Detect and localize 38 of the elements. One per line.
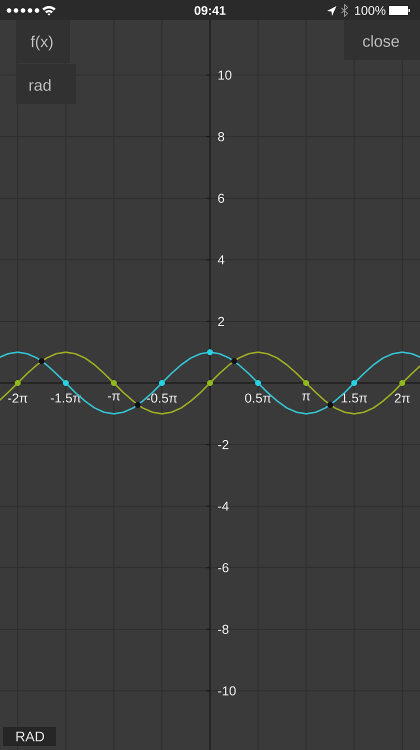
- point: [14, 380, 21, 386]
- x-tick-label: -π: [108, 394, 120, 400]
- y-tick-label: 10: [218, 70, 232, 80]
- point: [158, 380, 165, 386]
- y-tick-label: -10: [218, 686, 236, 696]
- x-tick-label: -1.5π: [50, 394, 81, 403]
- y-tick-label: -8: [218, 624, 228, 634]
- point: [399, 380, 406, 386]
- y-tick-label: -4: [218, 502, 229, 511]
- x-tick-label: -0.5π: [146, 394, 177, 403]
- point: [134, 402, 141, 408]
- point: [110, 380, 117, 386]
- y-tick-label: -2: [218, 440, 228, 450]
- annotation: close: [363, 35, 399, 47]
- point: [351, 380, 358, 386]
- y-tick-label: 8: [218, 132, 224, 142]
- point: [207, 380, 213, 386]
- text: 100%: [355, 6, 386, 15]
- y-tick-label: -6: [218, 563, 228, 572]
- annotation: RAD: [16, 732, 44, 742]
- point: [255, 380, 262, 386]
- point: [62, 380, 69, 386]
- text: 09:41: [194, 6, 226, 15]
- x-tick-label: 0.5π: [245, 394, 271, 403]
- point: [327, 402, 334, 408]
- x-tick-label: 1.5π: [342, 394, 368, 403]
- point: [38, 358, 45, 364]
- point: [231, 358, 238, 364]
- point: [303, 380, 310, 386]
- point: [207, 349, 213, 356]
- x-tick-label: π: [302, 394, 310, 400]
- annotation: rad: [30, 79, 50, 91]
- annotation: f(x): [30, 36, 53, 50]
- x-tick-label: 2π: [394, 394, 410, 403]
- x-tick-label: -2π: [8, 394, 28, 403]
- y-tick-label: 2: [218, 316, 224, 326]
- y-tick-label: 4: [218, 255, 224, 264]
- y-tick-label: 6: [218, 194, 224, 203]
